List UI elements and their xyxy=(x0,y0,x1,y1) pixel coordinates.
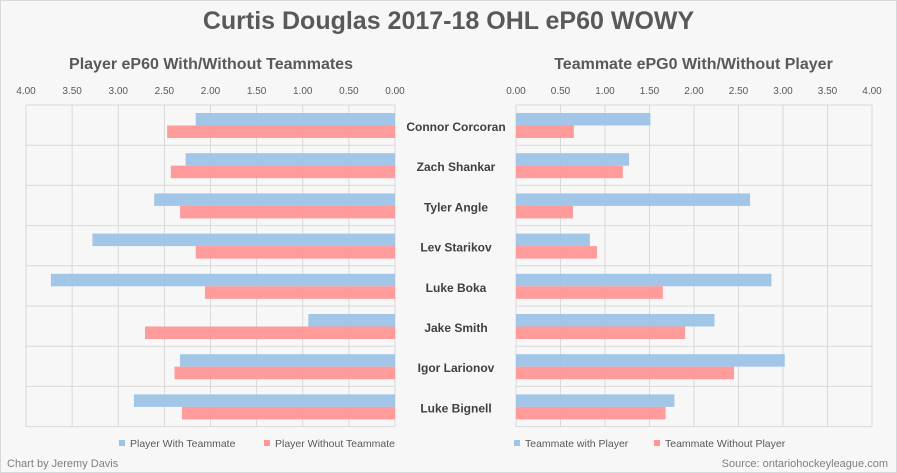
x-tick-label: 3.50 xyxy=(62,86,82,97)
category-label: Zach Shankar xyxy=(417,160,496,174)
bar-with xyxy=(516,354,785,367)
bar-with xyxy=(516,273,772,287)
legend-swatch xyxy=(514,440,520,446)
bar-with xyxy=(180,354,395,367)
bar-with xyxy=(516,394,675,407)
x-tick-label: 1.50 xyxy=(247,86,267,97)
bar-without xyxy=(174,366,395,380)
x-tick-label: 3.00 xyxy=(109,86,129,97)
x-tick-label: 3.00 xyxy=(773,86,793,97)
legend-label: Teammate with Player xyxy=(525,438,629,450)
bar-without xyxy=(516,366,735,380)
bar-with xyxy=(154,193,395,206)
bar-without xyxy=(516,286,663,299)
legend-swatch xyxy=(264,440,270,446)
bar-with xyxy=(516,113,651,126)
category-label: Connor Corcoran xyxy=(406,120,505,134)
x-tick-label: 3.50 xyxy=(818,86,838,97)
x-tick-label: 2.00 xyxy=(684,86,704,97)
x-tick-label: 4.00 xyxy=(862,86,882,97)
bar-with xyxy=(92,233,396,247)
bar-without xyxy=(167,125,395,138)
chart-title: Curtis Douglas 2017-18 OHL eP60 WOWY xyxy=(202,7,695,35)
x-tick-label: 0.50 xyxy=(339,86,359,97)
left-chart-title: Player eP60 With/Without Teammates xyxy=(69,56,353,73)
x-tick-label: 2.50 xyxy=(729,86,749,97)
bar-without xyxy=(516,205,573,219)
bar-with xyxy=(516,193,751,206)
source: Source: ontariohockeyleague.com xyxy=(721,458,888,470)
right-chart-title: Teammate ePG0 With/Without Player xyxy=(554,56,833,73)
category-label: Luke Bignell xyxy=(420,401,491,415)
x-tick-label: 1.00 xyxy=(595,86,615,97)
bar-without xyxy=(516,246,597,259)
bar-with xyxy=(516,233,590,247)
bar-with xyxy=(50,273,395,287)
bar-without xyxy=(170,165,395,179)
credit: Chart by Jeremy Davis xyxy=(7,458,119,470)
bar-without xyxy=(195,246,395,259)
x-tick-label: 1.50 xyxy=(640,86,660,97)
category-label: Tyler Angle xyxy=(424,200,488,214)
x-tick-label: 0.00 xyxy=(385,86,405,97)
bar-with xyxy=(133,394,395,407)
bar-without xyxy=(145,326,395,339)
x-tick-label: 4.00 xyxy=(16,86,36,97)
bar-without xyxy=(516,406,666,420)
x-tick-label: 0.00 xyxy=(506,86,526,97)
legend-label: Player Without Teammate xyxy=(275,438,395,450)
legend-label: Teammate Without Player xyxy=(665,438,786,450)
bar-without xyxy=(516,165,623,179)
bar-without xyxy=(516,125,574,138)
bar-with xyxy=(516,153,630,166)
x-tick-label: 1.00 xyxy=(293,86,313,97)
bar-with xyxy=(195,113,395,126)
category-label: Lev Starikov xyxy=(420,241,492,255)
bar-without xyxy=(204,286,395,299)
bar-with xyxy=(516,314,715,327)
bar-with xyxy=(308,314,395,327)
legend-swatch xyxy=(119,440,125,446)
bar-without xyxy=(181,406,395,420)
legend-label: Player With Teammate xyxy=(130,438,236,450)
bar-without xyxy=(516,326,686,339)
bar-without xyxy=(180,205,395,219)
bar-with xyxy=(185,153,395,166)
x-tick-label: 2.00 xyxy=(201,86,221,97)
category-label: Jake Smith xyxy=(424,321,487,335)
category-label: Igor Larionov xyxy=(418,361,495,375)
x-tick-label: 0.50 xyxy=(551,86,571,97)
category-label: Luke Boka xyxy=(426,281,487,295)
x-tick-label: 2.50 xyxy=(155,86,175,97)
legend-swatch xyxy=(654,440,660,446)
